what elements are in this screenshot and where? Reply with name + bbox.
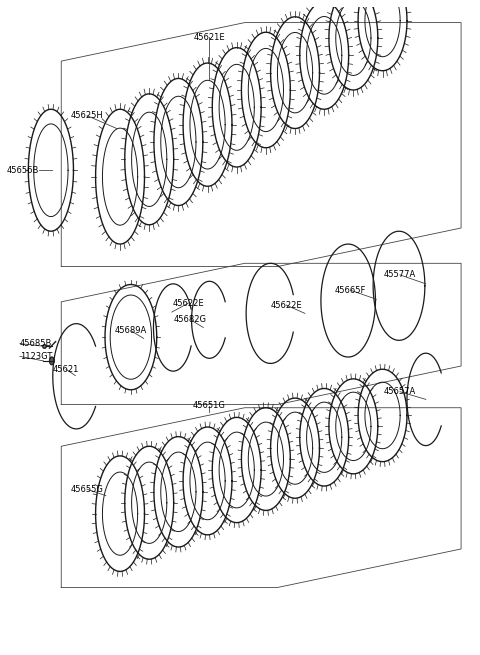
- Text: 45689A: 45689A: [115, 326, 147, 335]
- Text: 45625H: 45625H: [71, 111, 104, 120]
- Text: 45621: 45621: [53, 365, 79, 374]
- Text: 45651G: 45651G: [193, 402, 226, 410]
- Text: 45622E: 45622E: [172, 299, 204, 308]
- Text: 45621E: 45621E: [193, 33, 225, 42]
- Text: 45577A: 45577A: [384, 271, 416, 280]
- Polygon shape: [49, 357, 54, 365]
- Text: 45665F: 45665F: [335, 286, 366, 295]
- Text: 45682G: 45682G: [174, 315, 207, 324]
- Text: 45622E: 45622E: [270, 301, 302, 310]
- Text: 45656B: 45656B: [6, 166, 39, 175]
- Text: 1123GT: 1123GT: [20, 352, 52, 361]
- Text: 45657A: 45657A: [384, 387, 416, 396]
- Text: 45655G: 45655G: [71, 485, 104, 494]
- Text: 45685B: 45685B: [20, 339, 52, 348]
